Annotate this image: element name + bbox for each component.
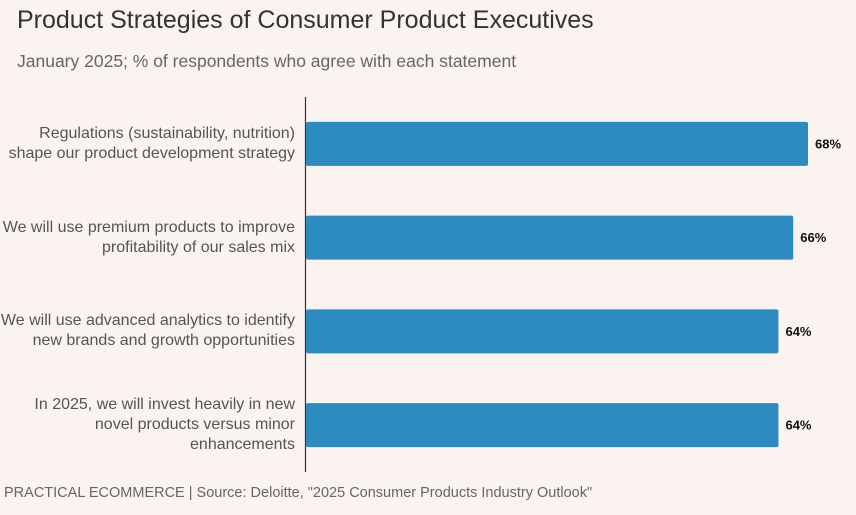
bar-1 — [306, 121, 808, 166]
category-label-3: We will use advanced analytics to identi… — [0, 312, 295, 350]
value-label-1: 68% — [815, 136, 841, 151]
category-label-2: We will use premium products to improve … — [2, 218, 295, 256]
chart-title: Product Strategies of Consumer Product E… — [17, 6, 594, 34]
bars-group — [306, 121, 808, 448]
value-labels-group: 68% 66% 64% 64% — [785, 136, 841, 432]
bar-4 — [306, 403, 779, 448]
category-label-4: In 2025, we will invest heavily in new n… — [34, 396, 295, 454]
value-label-2: 66% — [800, 230, 826, 245]
bar-3 — [306, 309, 779, 354]
value-label-3: 64% — [785, 324, 811, 339]
source-footer: PRACTICAL ECOMMERCE | Source: Deloitte, … — [4, 485, 593, 501]
value-label-4: 64% — [785, 418, 811, 433]
category-label-1: Regulations (sustainability, nutrition) … — [8, 124, 295, 162]
bar-2 — [306, 215, 794, 260]
chart-subtitle: January 2025; % of respondents who agree… — [17, 51, 517, 71]
